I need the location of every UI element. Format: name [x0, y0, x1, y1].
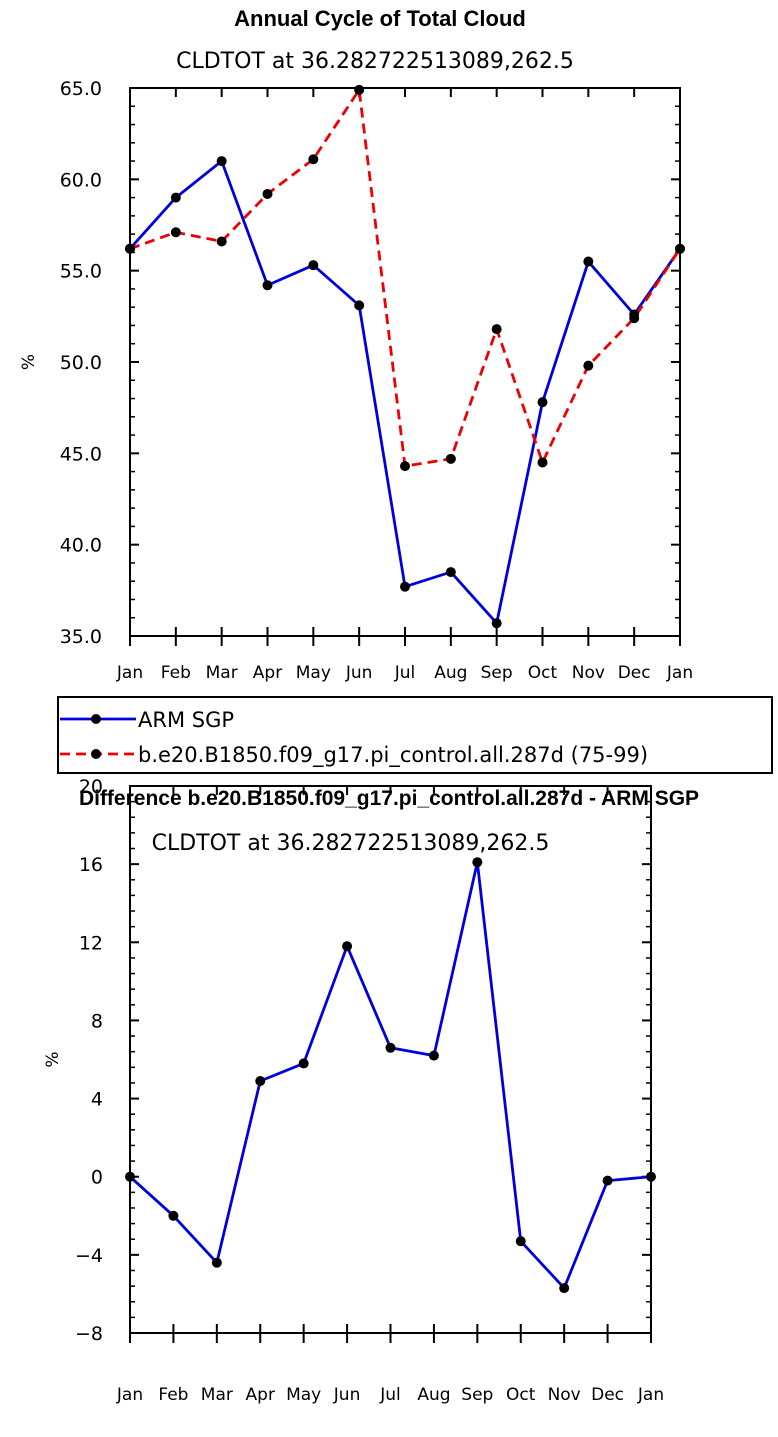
data-point: [559, 1283, 570, 1294]
y-tick-label: 20: [79, 776, 103, 798]
y-tick-label: 45.0: [60, 443, 102, 465]
y-tick-label: 65.0: [60, 78, 102, 100]
x-tick-label: Jan: [637, 1385, 664, 1405]
y-tick-label: −8: [75, 1323, 103, 1345]
y-tick-label: 35.0: [60, 626, 102, 648]
x-tick-label: Jul: [394, 663, 416, 683]
data-point: [125, 243, 135, 254]
y-tick-label: 40.0: [60, 535, 102, 557]
x-tick-label: Dec: [591, 1385, 624, 1405]
legend-label-1: ARM SGP: [138, 708, 234, 732]
data-point: [125, 1171, 135, 1182]
series-line-2: [129, 88, 682, 468]
data-point: [216, 156, 227, 167]
chart-subtitle: CLDTOT at 36.282722513089,262.5: [176, 49, 574, 74]
data-point: [629, 313, 640, 324]
y-tick-label: 4: [91, 1089, 103, 1111]
y-tick-label: 0: [91, 1167, 103, 1189]
x-tick-label: Jan: [666, 663, 693, 683]
data-point: [515, 1236, 526, 1247]
data-point: [354, 84, 365, 95]
x-tick-label: Nov: [572, 663, 605, 683]
legend-box: [57, 696, 773, 774]
data-point: [400, 581, 410, 592]
x-tick-label: Nov: [548, 1385, 581, 1405]
y-tick-label: 50.0: [60, 352, 102, 374]
chart-title: Difference b.e20.B1850.f09_g17.pi_contro…: [79, 787, 699, 810]
y-tick-label: 16: [79, 854, 103, 876]
data-point: [445, 453, 456, 464]
legend-marker: [91, 714, 101, 724]
x-tick-label: May: [286, 1385, 321, 1405]
chart-title: Annual Cycle of Total Cloud: [234, 6, 526, 31]
data-point: [491, 618, 502, 629]
data-point: [537, 397, 548, 408]
data-point: [537, 457, 548, 468]
data-point: [262, 188, 273, 199]
x-tick-label: Jan: [116, 663, 143, 683]
data-point: [491, 324, 502, 335]
x-tick-label: Mar: [201, 1385, 233, 1405]
data-point: [308, 260, 319, 271]
legend-marker: [91, 749, 101, 759]
data-point: [298, 1058, 309, 1069]
data-point: [262, 280, 273, 291]
series-line-1: [128, 159, 682, 625]
data-point: [342, 941, 353, 952]
data-point: [168, 1210, 179, 1221]
y-tick-label: 12: [79, 932, 103, 954]
y-axis-label: %: [43, 1051, 63, 1067]
data-point: [472, 857, 483, 868]
x-tick-label: Apr: [253, 663, 282, 683]
x-tick-label: Aug: [417, 1385, 450, 1405]
plot-frame: [129, 87, 681, 637]
data-point: [400, 461, 410, 472]
series-line-1: [129, 860, 652, 1290]
data-point: [428, 1050, 439, 1061]
data-point: [354, 300, 365, 311]
data-point: [646, 1171, 656, 1182]
x-tick-label: Oct: [528, 663, 558, 683]
x-tick-label: Sep: [461, 1385, 493, 1405]
y-axis-label: %: [19, 354, 39, 370]
x-tick-label: Feb: [158, 1385, 188, 1405]
x-tick-label: Aug: [434, 663, 467, 683]
x-tick-label: May: [296, 663, 331, 683]
data-point: [602, 1175, 613, 1186]
data-point: [445, 567, 456, 578]
y-tick-label: 8: [91, 1010, 103, 1032]
x-tick-label: Dec: [618, 663, 651, 683]
x-tick-label: Jul: [379, 1385, 401, 1405]
y-tick-label: −4: [75, 1245, 103, 1267]
legend-label-2: b.e20.B1850.f09_g17.pi_control.all.287d …: [138, 743, 648, 768]
x-tick-label: Apr: [246, 1385, 275, 1405]
data-point: [675, 243, 685, 254]
x-tick-label: Oct: [506, 1385, 536, 1405]
data-point: [216, 236, 227, 247]
x-tick-label: Jan: [116, 1385, 143, 1405]
data-point: [211, 1257, 222, 1268]
x-tick-label: Feb: [161, 663, 191, 683]
plot-frame: [129, 785, 652, 1334]
data-point: [583, 256, 594, 267]
data-point: [170, 227, 181, 238]
data-point: [308, 154, 319, 165]
data-point: [170, 192, 181, 203]
data-point: [255, 1075, 266, 1086]
y-tick-label: 55.0: [60, 261, 102, 283]
x-tick-label: Mar: [206, 663, 238, 683]
chart-subtitle: CLDTOT at 36.282722513089,262.5: [152, 831, 550, 856]
x-tick-label: Jun: [345, 663, 373, 683]
data-point: [385, 1042, 396, 1053]
y-tick-label: 60.0: [60, 169, 102, 191]
data-point: [583, 360, 594, 371]
x-tick-label: Sep: [481, 663, 513, 683]
x-tick-label: Jun: [333, 1385, 361, 1405]
